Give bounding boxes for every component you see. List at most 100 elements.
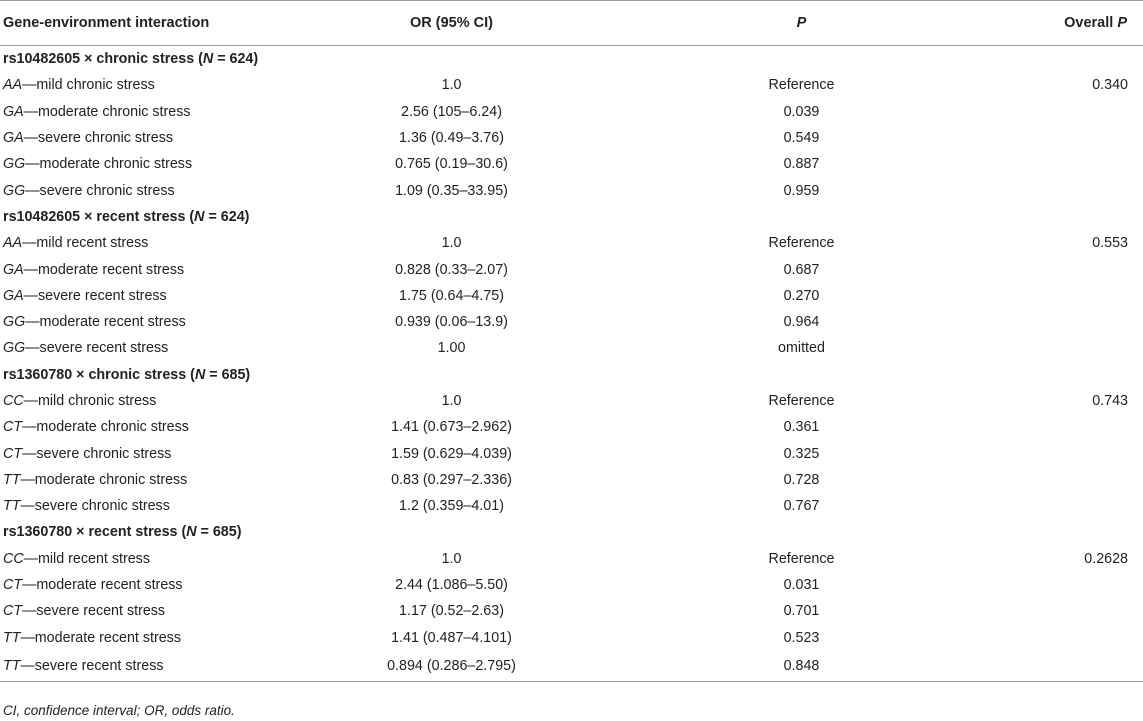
interaction-cell: CT—moderate recent stress: [0, 572, 290, 598]
interaction-cell: CC—mild chronic stress: [0, 388, 290, 414]
genotype: CT: [3, 603, 23, 620]
genotype: CT: [3, 577, 23, 594]
stress-level: —moderate chronic stress: [22, 419, 189, 436]
group-label-suffix: = 624): [213, 51, 259, 68]
or-cell: 0.828 (0.33–2.07): [395, 261, 508, 278]
p-cell: Reference: [768, 235, 835, 252]
overall-p-cell: [990, 177, 1143, 203]
table-row: CT—moderate chronic stress 1.41 (0.673–2.…: [0, 414, 1143, 440]
genotype: TT: [3, 657, 21, 674]
genotype: CT: [3, 445, 23, 462]
table-row: GA—severe recent stress 1.75 (0.64–4.75) 0…: [0, 283, 1143, 309]
interaction-cell: GA—moderate recent stress: [0, 256, 290, 282]
p-cell: 0.361: [783, 419, 820, 436]
p-cell: 0.270: [783, 287, 820, 304]
table-row: GG—severe recent stress 1.00 omitted: [0, 335, 1143, 361]
or-cell: 1.36 (0.49–3.76): [399, 130, 504, 147]
overall-p-cell: [990, 309, 1143, 335]
table-row: TT—moderate chronic stress 0.83 (0.297–2.…: [0, 467, 1143, 493]
or-cell: 1.09 (0.35–33.95): [395, 182, 508, 199]
stress-level: —moderate chronic stress: [23, 103, 191, 120]
table-row: GA—moderate recent stress 0.828 (0.33–2.0…: [0, 256, 1143, 282]
header-p: P: [610, 0, 990, 46]
p-cell: 0.959: [783, 182, 820, 199]
table-row: AA—mild chronic stress 1.0 Reference 0.340: [0, 72, 1143, 98]
overall-p-cell: [990, 99, 1143, 125]
genotype: CC: [3, 393, 24, 409]
p-cell: 0.549: [783, 130, 820, 147]
genotype: GG: [3, 340, 26, 357]
genotype: GG: [3, 156, 26, 173]
group-header-row: rs1360780 × recent stress (N = 685): [0, 519, 1143, 545]
table-row: GG—severe chronic stress 1.09 (0.35–33.95…: [0, 177, 1143, 203]
interaction-cell: CC—mild recent stress: [0, 546, 290, 572]
stress-level: —mild chronic stress: [22, 77, 155, 94]
or-cell: 0.83 (0.297–2.336): [391, 471, 512, 488]
group-label-n: N: [202, 51, 214, 68]
group-label-suffix: = 624): [204, 208, 250, 225]
interaction-cell: CT—severe recent stress: [0, 598, 290, 624]
interaction-cell: AA—mild recent stress: [0, 230, 290, 256]
stress-level: —moderate recent stress: [22, 577, 183, 594]
or-cell: 1.00: [437, 340, 466, 357]
overall-p-cell: [990, 151, 1143, 177]
table-row: TT—moderate recent stress 1.41 (0.487–4.1…: [0, 625, 1143, 651]
p-cell: 0.687: [783, 261, 820, 278]
p-cell: 0.039: [783, 103, 820, 120]
stress-level: —severe chronic stress: [25, 182, 175, 199]
table-row: GA—severe chronic stress 1.36 (0.49–3.76)…: [0, 125, 1143, 151]
interaction-cell: GA—severe chronic stress: [0, 125, 290, 151]
interaction-cell: GG—moderate chronic stress: [0, 151, 290, 177]
table-row: GG—moderate chronic stress 0.765 (0.19–30…: [0, 151, 1143, 177]
interaction-cell: TT—severe recent stress: [0, 650, 290, 682]
interaction-cell: GA—moderate chronic stress: [0, 99, 290, 125]
genotype: AA: [3, 77, 23, 94]
table-row: CT—severe chronic stress 1.59 (0.629–4.03…: [0, 440, 1143, 466]
p-cell: 0.701: [783, 603, 820, 620]
table-row: CC—mild chronic stress 1.0 Reference 0.743: [0, 388, 1143, 414]
overall-p-cell: [990, 256, 1143, 282]
group-label-prefix: rs10482605 × chronic stress (: [3, 51, 203, 68]
p-cell: 0.031: [783, 577, 820, 594]
overall-p-cell: 0.340: [1092, 77, 1128, 94]
or-cell: 0.939 (0.06–13.9): [395, 314, 508, 331]
genotype: GA: [3, 130, 24, 147]
table-row: CC—mild recent stress 1.0 Reference 0.2628: [0, 546, 1143, 572]
stress-level: —moderate chronic stress: [25, 156, 193, 173]
stress-level: —mild recent stress: [23, 550, 150, 567]
or-cell: 1.2 (0.359–4.01): [399, 498, 504, 515]
group-header-row: rs10482605 × recent stress (N = 624): [0, 204, 1143, 230]
overall-p-cell: [990, 125, 1143, 151]
genotype: TT: [3, 471, 21, 488]
genotype: TT: [3, 629, 21, 646]
header-row: Gene-environment interaction OR (95% CI)…: [0, 0, 1143, 46]
group-label: rs1360780 × recent stress (N = 685): [0, 519, 1143, 545]
group-label-prefix: rs1360780 × recent stress (: [3, 524, 187, 541]
group-label: rs1360780 × chronic stress (N = 685): [0, 362, 1143, 388]
p-cell: 0.728: [783, 471, 820, 488]
interaction-cell: CT—severe chronic stress: [0, 440, 290, 466]
overall-p-cell: [990, 625, 1143, 651]
group-header-row: rs10482605 × chronic stress (N = 624): [0, 46, 1143, 73]
stress-level: —severe recent stress: [20, 657, 164, 674]
p-cell: 0.887: [783, 156, 820, 173]
stress-level: —severe chronic stress: [20, 498, 170, 515]
or-cell: 1.17 (0.52–2.63): [399, 603, 504, 620]
header-interaction: Gene-environment interaction: [0, 0, 290, 46]
or-cell: 1.59 (0.629–4.039): [391, 445, 512, 462]
p-cell: 0.325: [783, 445, 820, 462]
p-cell: Reference: [768, 77, 835, 94]
p-cell: omitted: [778, 340, 825, 357]
header-overall-prefix: Overall: [1064, 15, 1118, 31]
or-cell: 1.0: [441, 393, 462, 409]
table-row: CT—severe recent stress 1.17 (0.52–2.63) 0…: [0, 598, 1143, 624]
genotype: AA: [3, 235, 23, 252]
overall-p-cell: 0.553: [1092, 235, 1128, 252]
or-cell: 1.75 (0.64–4.75): [399, 287, 504, 304]
header-overall-p-italic: P: [1117, 15, 1127, 31]
p-cell: Reference: [768, 550, 835, 567]
p-cell: 0.848: [610, 650, 990, 682]
p-cell: Reference: [768, 393, 835, 409]
genotype: TT: [3, 498, 21, 515]
